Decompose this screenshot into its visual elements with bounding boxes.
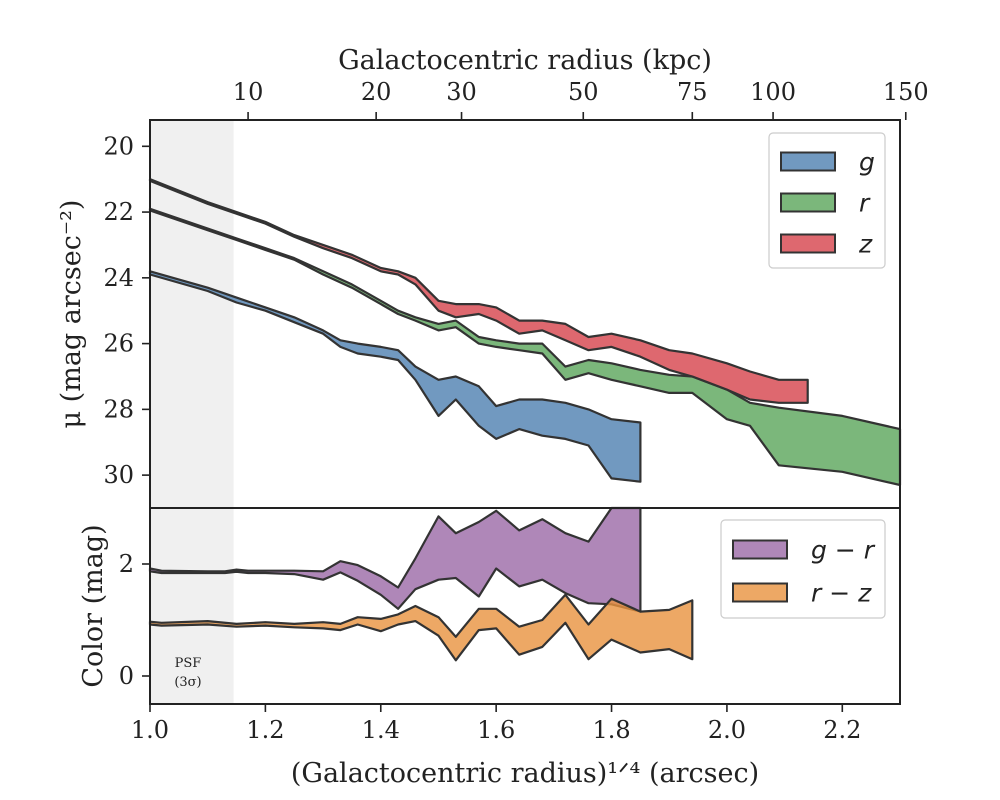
top-panel-y-axis: 20 22 24 26 28 30 (103, 132, 150, 489)
legend-swatch (780, 233, 836, 254)
bottom-panel-ylabel: Color (mag) (78, 524, 109, 687)
surface-brightness-panel: 20 22 24 26 28 30 μ (mag arcsec⁻²) grz (56, 119, 902, 509)
x-tick-label: 2.0 (708, 716, 746, 744)
legend-swatch (732, 582, 788, 603)
top-tick-label: 150 (883, 78, 929, 106)
top-tick-label: 20 (361, 78, 392, 106)
top-panel-ylabel: μ (mag arcsec⁻²) (56, 200, 87, 429)
x-tick-label: 2.2 (823, 716, 861, 744)
color-panel: PSF (3σ) 02 1.0 1.2 1.4 1.6 1.8 2.0 2.2 Color … (78, 506, 901, 789)
top-tick-label: 75 (677, 78, 708, 106)
psf-region-bottom (150, 508, 234, 704)
y-tick-label: 24 (103, 264, 134, 292)
bottom-legend: g − r r − z (720, 519, 886, 619)
psf-label-line-2: (3σ) (174, 675, 201, 690)
y-tick-label: 28 (103, 395, 134, 423)
x-tick-label: 1.0 (131, 716, 169, 744)
bottom-panel-frame (149, 507, 901, 705)
top-axis-title: Galactocentric radius (kpc) (338, 45, 712, 76)
y-tick-label: 22 (103, 198, 134, 226)
band-g (148, 270, 642, 483)
psf-label-line-1: PSF (175, 656, 202, 671)
top-tick-label: 50 (568, 78, 599, 106)
bottom-panel-xlabel: (Galactocentric radius)¹ᐟ⁴ (arcsec) (291, 758, 759, 789)
x-tick-label: 1.6 (477, 716, 515, 744)
legend-label: g − r (811, 536, 876, 565)
psf-region (150, 120, 234, 508)
band-rz (148, 593, 694, 662)
legend-label: r − z (811, 579, 872, 608)
legend-label: g (859, 148, 875, 177)
top-legend: grz (768, 132, 886, 269)
top-tick-label: 30 (446, 78, 477, 106)
legend-label: r (859, 189, 871, 218)
top-tick-label: 100 (750, 78, 796, 106)
y-tick-label: 30 (103, 461, 134, 489)
y-tick-label: 2 (119, 550, 134, 578)
legend-swatch (780, 151, 836, 172)
y-tick-label: 26 (103, 330, 134, 358)
x-tick-label: 1.4 (362, 716, 400, 744)
legend-swatch (780, 192, 836, 213)
x-tick-label: 1.2 (246, 716, 284, 744)
bottom-panel-y-axis: 02 (119, 550, 150, 690)
band-z (148, 178, 809, 404)
legend-label: z (858, 230, 873, 259)
top-tick-label: 10 (233, 78, 264, 106)
top-axis: 10 20 30 50 75 100 150 (233, 78, 929, 120)
legend-swatch (732, 539, 788, 560)
bottom-panel-x-axis: 1.0 1.2 1.4 1.6 1.8 2.0 2.2 (131, 704, 861, 744)
y-tick-label: 20 (103, 132, 134, 160)
y-tick-label: 0 (119, 662, 134, 690)
x-tick-label: 1.8 (592, 716, 630, 744)
